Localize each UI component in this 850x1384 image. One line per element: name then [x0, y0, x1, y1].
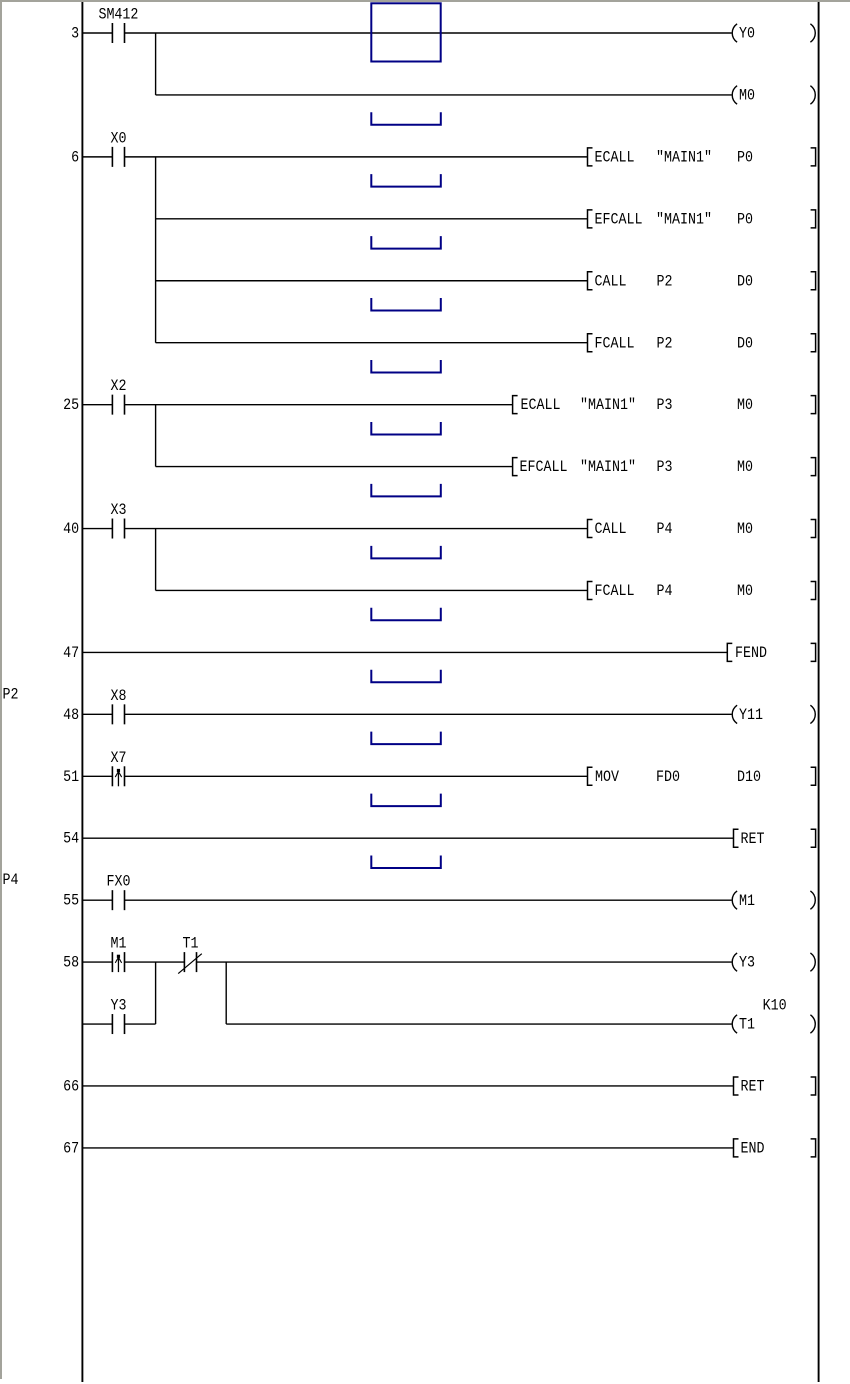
svg-text:RET: RET — [741, 1078, 765, 1096]
svg-text:X2: X2 — [110, 377, 126, 395]
svg-text:47: 47 — [63, 644, 79, 662]
svg-text:EFCALL: EFCALL — [595, 210, 643, 228]
svg-text:M0: M0 — [737, 520, 753, 538]
svg-text:CALL: CALL — [595, 520, 627, 538]
svg-text:P4: P4 — [657, 582, 673, 600]
svg-text:M0: M0 — [737, 396, 753, 414]
svg-text:FEND: FEND — [735, 644, 767, 662]
svg-text:″MAIN1″: ″MAIN1″ — [580, 458, 636, 476]
svg-text:X8: X8 — [110, 687, 126, 705]
svg-text:6: 6 — [71, 148, 79, 166]
svg-text:40: 40 — [63, 520, 79, 538]
svg-text:M0: M0 — [737, 582, 753, 600]
svg-text:M0: M0 — [739, 87, 755, 105]
svg-text:P2: P2 — [657, 272, 673, 290]
svg-text:54: 54 — [63, 830, 79, 848]
svg-text:51: 51 — [63, 768, 79, 786]
svg-text:RET: RET — [741, 830, 765, 848]
svg-text:Y3: Y3 — [739, 954, 755, 972]
svg-text:P3: P3 — [657, 458, 673, 476]
svg-text:48: 48 — [63, 706, 79, 724]
svg-text:T1: T1 — [182, 935, 198, 953]
svg-text:ECALL: ECALL — [595, 148, 635, 166]
svg-text:25: 25 — [63, 396, 79, 414]
svg-text:P0: P0 — [737, 210, 753, 228]
svg-text:67: 67 — [63, 1139, 79, 1157]
svg-text:M1: M1 — [739, 892, 755, 910]
svg-text:EFCALL: EFCALL — [520, 458, 568, 476]
svg-text:T1: T1 — [739, 1016, 755, 1034]
svg-text:58: 58 — [63, 954, 79, 972]
svg-text:P2: P2 — [657, 334, 673, 352]
svg-text:FX0: FX0 — [107, 873, 131, 891]
svg-text:CALL: CALL — [595, 272, 627, 290]
svg-text:FCALL: FCALL — [595, 334, 635, 352]
svg-text:66: 66 — [63, 1077, 79, 1095]
svg-text:P4: P4 — [657, 520, 673, 538]
svg-text:P0: P0 — [737, 148, 753, 166]
svg-text:P4: P4 — [3, 871, 19, 889]
svg-text:″MAIN1″: ″MAIN1″ — [656, 210, 712, 228]
svg-text:D0: D0 — [737, 334, 753, 352]
svg-text:Y0: Y0 — [739, 25, 755, 43]
svg-text:K10: K10 — [763, 997, 787, 1015]
svg-text:Y11: Y11 — [739, 706, 763, 724]
svg-text:D10: D10 — [737, 768, 761, 786]
svg-text:END: END — [741, 1140, 765, 1158]
svg-text:M0: M0 — [737, 458, 753, 476]
svg-text:″MAIN1″: ″MAIN1″ — [580, 396, 636, 414]
svg-text:D0: D0 — [737, 272, 753, 290]
svg-text:P2: P2 — [3, 685, 19, 703]
svg-text:ECALL: ECALL — [521, 396, 561, 414]
svg-text:3: 3 — [71, 25, 79, 43]
svg-text:″MAIN1″: ″MAIN1″ — [656, 148, 712, 166]
svg-text:Y3: Y3 — [110, 997, 126, 1015]
svg-text:X0: X0 — [110, 129, 126, 147]
svg-text:SM412: SM412 — [98, 6, 138, 24]
svg-text:P3: P3 — [657, 396, 673, 414]
svg-text:X3: X3 — [110, 501, 126, 519]
svg-text:FCALL: FCALL — [595, 582, 635, 600]
svg-text:MOV: MOV — [595, 768, 619, 786]
svg-text:FD0: FD0 — [656, 768, 680, 786]
svg-text:55: 55 — [63, 892, 79, 910]
svg-text:X7: X7 — [110, 749, 126, 767]
svg-text:M1: M1 — [110, 935, 126, 953]
